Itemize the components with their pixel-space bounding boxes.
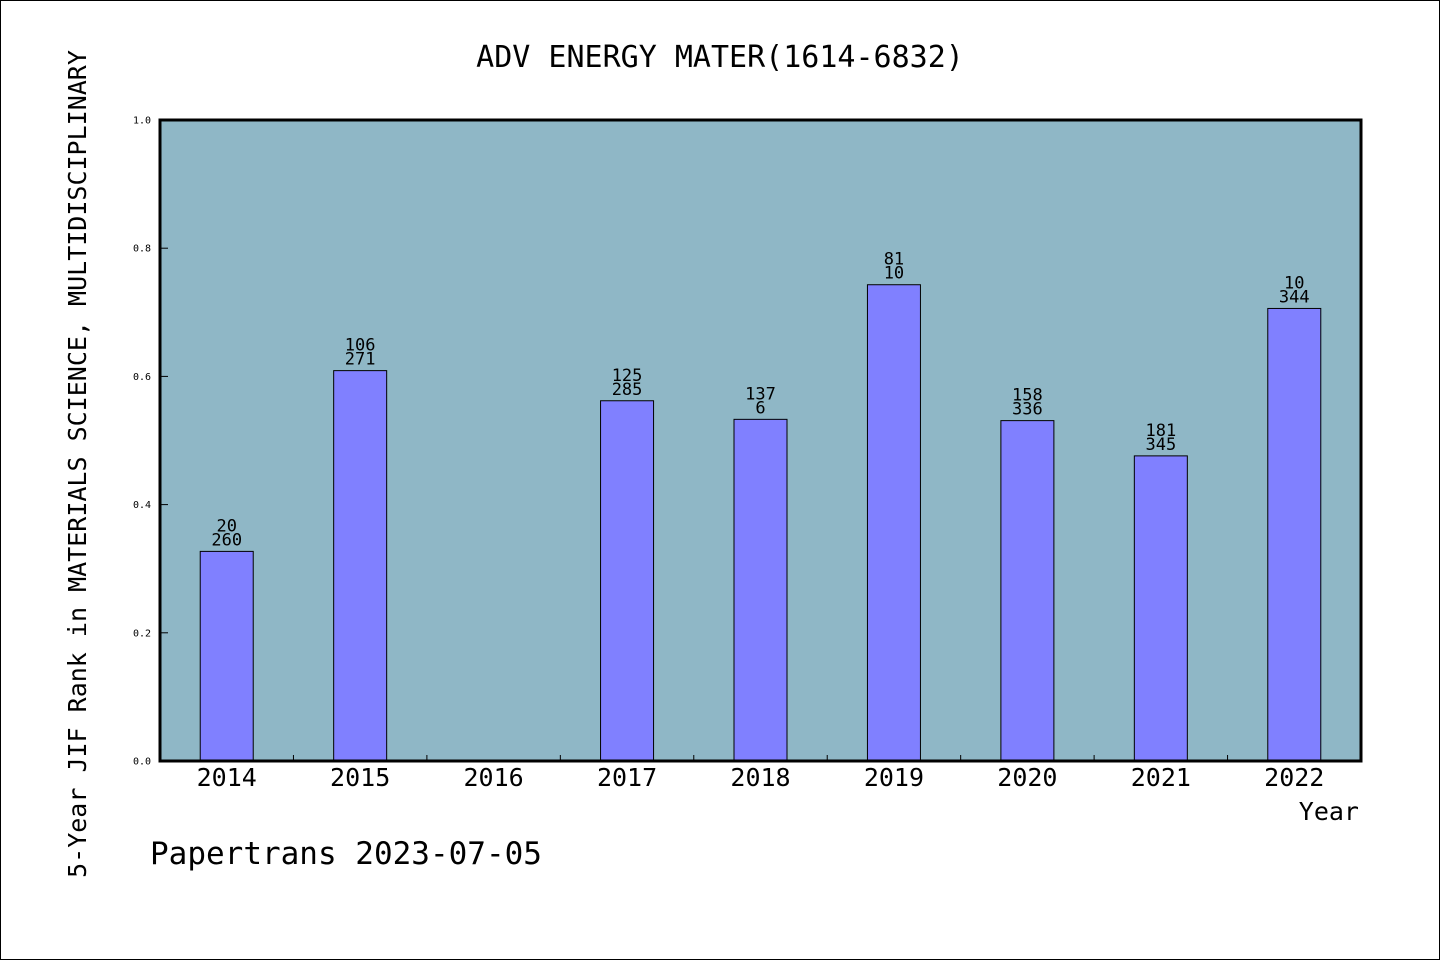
y-tick-label: 0.2 (133, 628, 151, 639)
x-tick-label: 2021 (1131, 763, 1191, 792)
bar-label-rank: 125 (612, 366, 643, 386)
x-tick-label: 2019 (864, 763, 924, 792)
y-tick-label: 0.0 (133, 757, 151, 768)
y-tick-label: 0.6 (133, 372, 151, 383)
bar-label-rank: 158 (1012, 386, 1043, 406)
bar-label-total: 336 (1012, 400, 1043, 420)
bar-label-rank: 181 (1145, 421, 1176, 441)
bar-label-rank: 106 (345, 336, 376, 356)
y-tick-label: 0.4 (133, 500, 151, 511)
bar-2020 (1000, 420, 1055, 762)
bar-2017 (600, 400, 655, 762)
x-tick-label: 2022 (1264, 763, 1324, 792)
x-tick-label: 2016 (464, 763, 524, 792)
y-tick-label: 0.8 (133, 244, 151, 255)
y-axis-label: 5-Year JIF Rank in MATERIALS SCIENCE, MU… (63, 50, 92, 878)
bar-label-total: 344 (1279, 287, 1310, 307)
x-tick-label: 2015 (330, 763, 390, 792)
bar-2018 (733, 418, 788, 762)
bar-2021 (1133, 455, 1188, 762)
plot-frame (158, 118, 1363, 763)
bar-label-total: 345 (1145, 435, 1176, 455)
bar-label-rank: 81 (884, 250, 904, 270)
bar-label-total: 10 (884, 264, 904, 284)
bar-label-rank: 10 (1284, 273, 1304, 293)
bar-label-total: 271 (345, 350, 376, 370)
ticks-layer: 2014 2015 2016 2017 2018 2019 2020 2021 2022 0.0 0… (133, 116, 1324, 793)
bar-label-total: 285 (612, 380, 643, 400)
bar-label-total: 6 (755, 398, 765, 418)
bar-label-rank: 137 (745, 384, 776, 404)
bar-2014 (199, 550, 254, 762)
bar-2022 (1267, 307, 1322, 762)
chart-title: ADV ENERGY MATER(1614-6832) (476, 40, 964, 75)
bar-label-total: 260 (211, 530, 242, 550)
bar-2015 (333, 370, 388, 762)
y-tick-label: 1.0 (133, 116, 151, 127)
watermark: Papertrans 2023-07-05 (150, 836, 542, 872)
x-tick-label: 2018 (730, 763, 790, 792)
x-tick-label: 2017 (597, 763, 657, 792)
bar-2019 (866, 284, 921, 762)
x-tick-label: 2014 (197, 763, 257, 792)
x-axis-label: Year (1299, 797, 1359, 826)
bar-label-rank: 20 (216, 516, 236, 536)
x-tick-label: 2020 (997, 763, 1057, 792)
